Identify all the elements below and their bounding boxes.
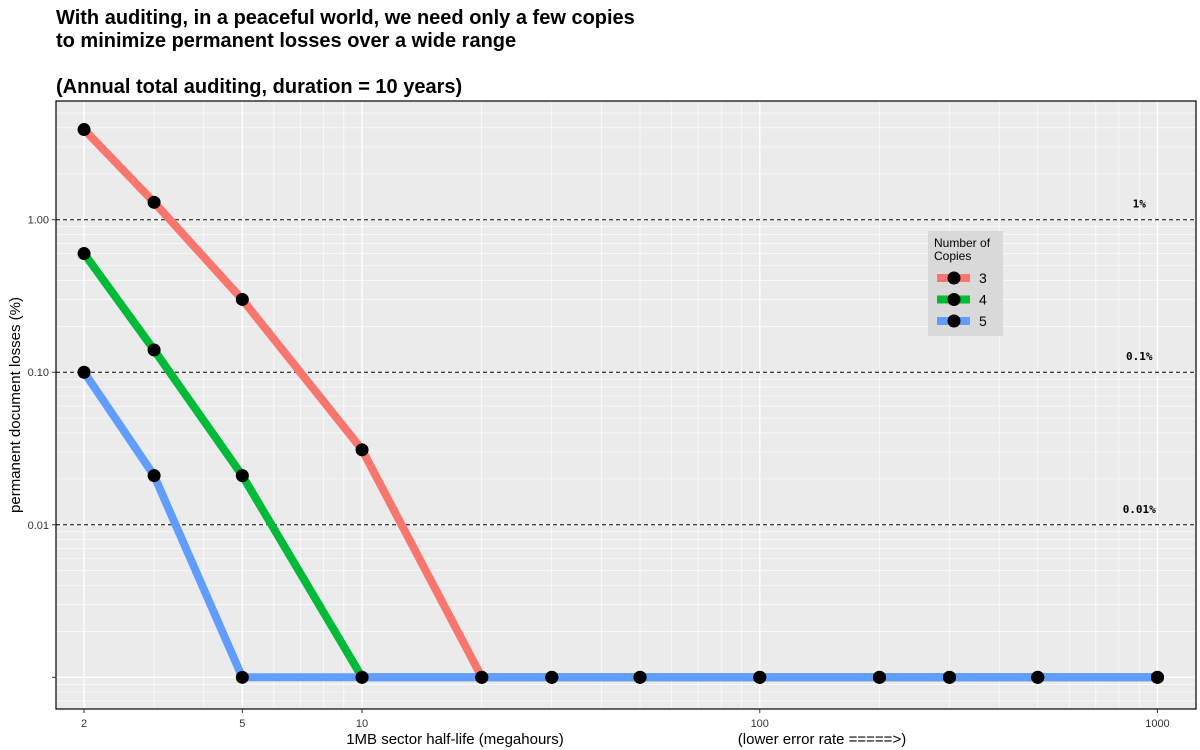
data-point-5 — [77, 365, 91, 379]
legend-label-3: 3 — [979, 270, 987, 286]
x-tick-label: 2 — [81, 718, 87, 730]
x-axis-label: 1MB sector half-life (megahours) — [346, 731, 564, 748]
data-point-5 — [147, 469, 161, 483]
data-point-5 — [235, 670, 249, 684]
data-point-5 — [475, 670, 489, 684]
data-point-5 — [753, 670, 767, 684]
legend-key-point — [947, 314, 961, 328]
data-point-5 — [943, 670, 957, 684]
data-point-3 — [147, 195, 161, 209]
legend-label-5: 5 — [979, 313, 987, 329]
data-point-5 — [355, 670, 369, 684]
data-point-4 — [77, 247, 91, 261]
data-point-3 — [355, 443, 369, 457]
legend-key-point — [947, 271, 961, 285]
chart-subtitle: (Annual total auditing, duration = 10 ye… — [56, 76, 463, 98]
data-point-3 — [77, 123, 91, 137]
x-tick-label: 100 — [751, 718, 769, 730]
data-points — [77, 123, 1164, 684]
y-tick-label: 1.00 — [28, 215, 49, 227]
plot-panel — [56, 101, 1196, 709]
data-point-5 — [545, 670, 559, 684]
data-point-5 — [872, 670, 886, 684]
reference-lines: 1% 0.1% 0.01% — [56, 198, 1196, 526]
chart-title-line-2: to minimize permanent losses over a wide… — [56, 30, 517, 52]
data-point-5 — [1031, 670, 1045, 684]
x-axis-direction-note: (lower error rate =====>) — [738, 731, 906, 748]
y-tick-label: 0.10 — [28, 367, 49, 379]
legend-title: Copies — [934, 249, 971, 263]
x-tick-label: 1000 — [1145, 718, 1169, 730]
series-line-5 — [80, 369, 1158, 682]
legend-label-4: 4 — [979, 292, 987, 308]
data-point-4 — [147, 343, 161, 357]
reference-line-label: 0.1% — [1126, 350, 1153, 363]
legend-title: Number of — [934, 236, 991, 250]
data-point-4 — [235, 469, 249, 483]
reference-line-label: 1% — [1133, 198, 1147, 211]
reference-line-label: 0.01% — [1123, 503, 1156, 516]
series-lines — [80, 126, 1158, 682]
legend-key-point — [947, 293, 961, 306]
plot-border — [55, 100, 1197, 710]
y-tick-label: 0.01 — [28, 520, 49, 532]
chart-title-line-1: With auditing, in a peaceful world, we n… — [56, 7, 635, 29]
x-tick-label: 5 — [239, 718, 245, 730]
x-tick-label: 10 — [356, 718, 368, 730]
data-point-5 — [633, 670, 647, 684]
gridlines — [56, 100, 1196, 709]
axes: 2 5 10 100 1000 0.01 0.10 1.00 — [28, 215, 1170, 730]
data-point-3 — [235, 292, 249, 306]
data-point-5 — [1150, 670, 1164, 684]
y-axis-label: permanent document losses (%) — [7, 297, 24, 513]
